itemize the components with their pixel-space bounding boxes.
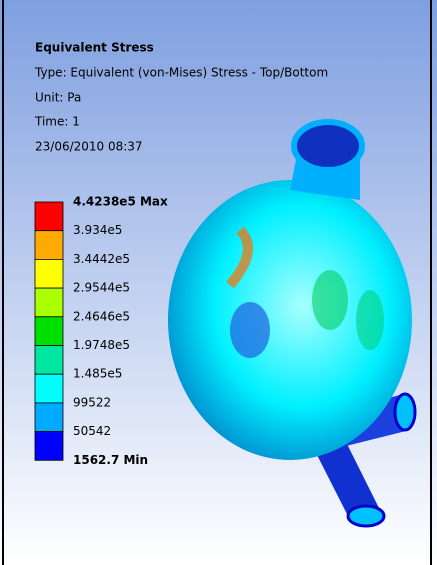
legend-swatch: [35, 231, 63, 260]
legend-swatch: [35, 317, 63, 346]
outlet-end: [348, 506, 384, 526]
legend-swatch: [35, 346, 63, 375]
result-unit: Unit: Pa: [35, 91, 81, 105]
result-date: 23/06/2010 08:37: [35, 140, 143, 154]
result-time: Time: 1: [34, 115, 80, 129]
result-title: Equivalent Stress: [35, 41, 154, 55]
legend-label: 1.485e5: [73, 367, 122, 381]
stress-spot: [312, 270, 348, 330]
legend-swatch: [35, 374, 63, 403]
outlet-end: [395, 394, 415, 430]
legend-swatch: [35, 202, 63, 231]
legend-swatch: [35, 259, 63, 288]
legend-label: 99522: [73, 395, 111, 409]
legend-swatch: [35, 432, 63, 461]
legend-label: 2.4646e5: [73, 309, 130, 323]
stress-spot: [230, 302, 270, 358]
result-type: Type: Equivalent (von-Mises) Stress - To…: [34, 66, 328, 80]
legend-swatch: [35, 403, 63, 432]
legend-label: 3.934e5: [73, 223, 122, 237]
legend-label: 3.4442e5: [73, 252, 130, 266]
legend-label: 2.9544e5: [73, 281, 130, 295]
stress-spot: [356, 290, 384, 350]
legend-label: 4.4238e5 Max: [73, 195, 168, 209]
legend-label: 1562.7 Min: [73, 453, 148, 467]
legend-label: 1.9748e5: [73, 338, 130, 352]
legend-swatch: [35, 288, 63, 317]
result-viewport: Equivalent Stress Type: Equivalent (von-…: [0, 0, 437, 565]
inlet-opening: [294, 122, 362, 170]
page: Equivalent Stress Type: Equivalent (von-…: [0, 0, 437, 565]
legend-label: 50542: [73, 424, 111, 438]
